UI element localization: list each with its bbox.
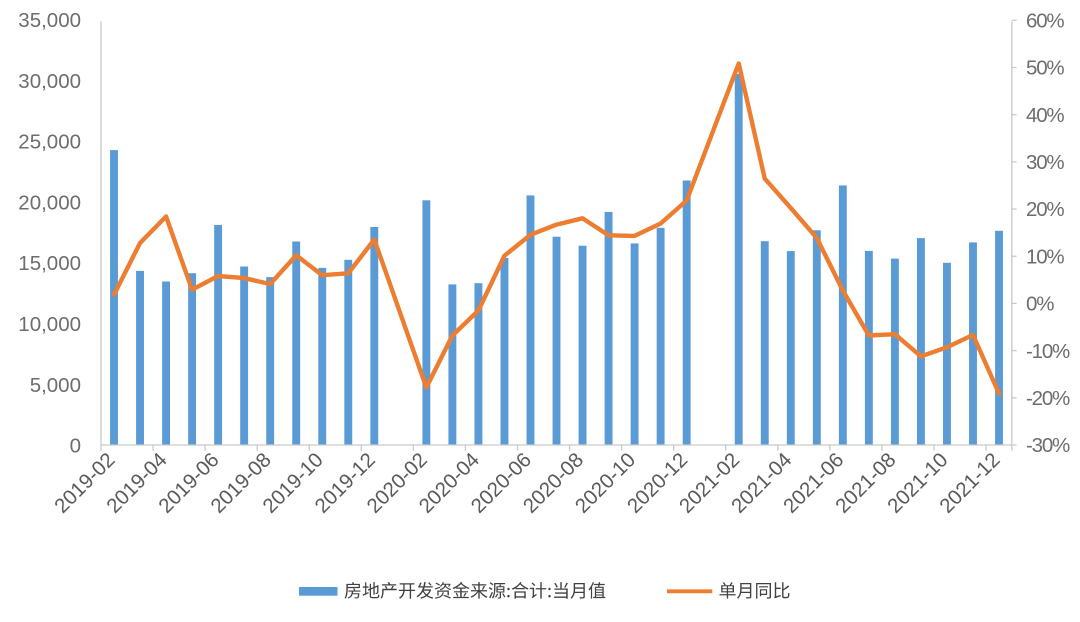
svg-text:10,000: 10,000 [18, 313, 81, 336]
svg-text:0: 0 [70, 435, 81, 458]
svg-text:40%: 40% [1026, 104, 1064, 127]
svg-text:20%: 20% [1026, 198, 1064, 221]
svg-text:30%: 30% [1026, 151, 1064, 174]
svg-text:35,000: 35,000 [18, 9, 81, 32]
svg-text:-20%: -20% [1026, 387, 1070, 410]
svg-text:50%: 50% [1026, 57, 1064, 80]
svg-text:-10%: -10% [1026, 340, 1070, 363]
svg-text:10%: 10% [1026, 245, 1064, 268]
svg-text:15,000: 15,000 [18, 252, 81, 275]
svg-text:30,000: 30,000 [18, 70, 81, 93]
svg-text:5,000: 5,000 [30, 374, 81, 397]
svg-text:60%: 60% [1026, 9, 1064, 32]
svg-text:0%: 0% [1026, 293, 1054, 316]
svg-text:25,000: 25,000 [18, 131, 81, 154]
svg-text:20,000: 20,000 [18, 191, 81, 214]
svg-text:-30%: -30% [1026, 434, 1070, 457]
